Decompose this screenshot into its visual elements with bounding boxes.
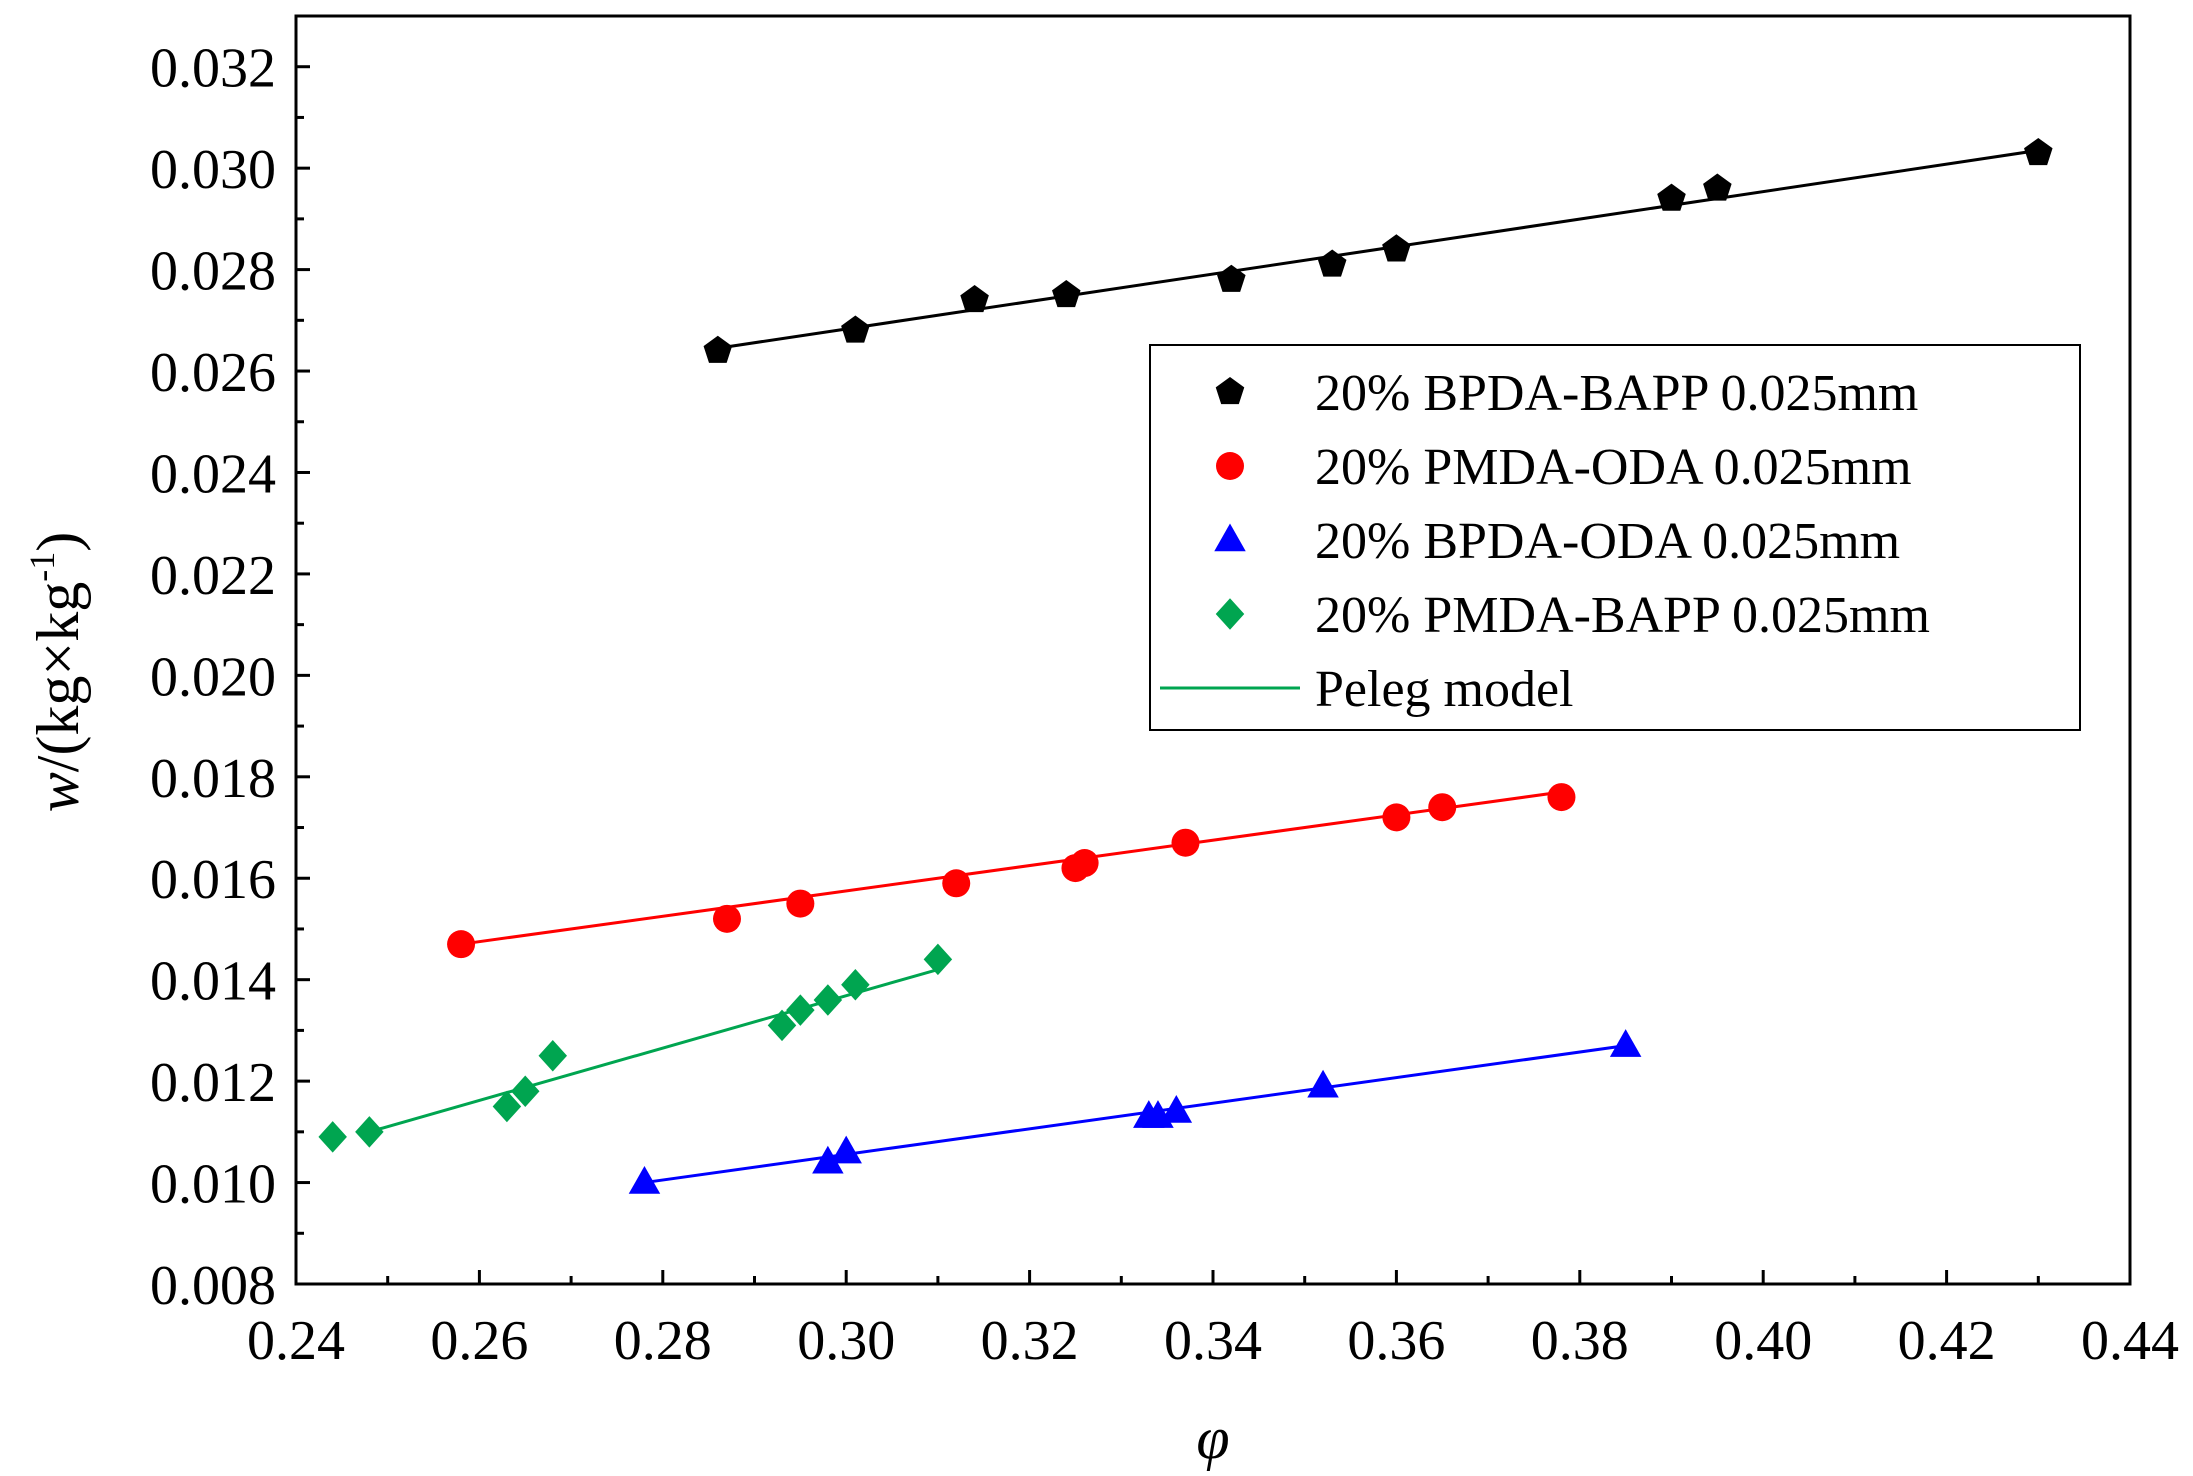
fit-lines: [368, 148, 2039, 1185]
y-tick-label: 0.012: [150, 1052, 276, 1114]
y-tick-label: 0.030: [150, 139, 276, 201]
legend-frame: [1149, 344, 2081, 731]
y-axis-units: /(kg×kg: [25, 582, 91, 773]
legend-marker-20-pmda-oda-0-025mm: [1216, 452, 1244, 480]
y-tick-label: 0.024: [150, 443, 276, 505]
x-tick-label: 0.44: [2081, 1310, 2179, 1372]
fit-line-20-bpda-oda-0-025mm: [644, 1044, 1626, 1185]
legend-label-model: Peleg model: [1315, 661, 1574, 718]
legend-label: 20% BPDA-ODA 0.025mm: [1315, 513, 1900, 570]
x-tick-label: 0.34: [1164, 1310, 1262, 1372]
data-point-20-bpda-bapp-0-025mm: [1317, 249, 1347, 277]
data-point-20-pmda-oda-0-025mm: [1428, 793, 1457, 822]
data-point-20-pmda-bapp-0-025mm: [923, 943, 953, 976]
legend-marker-20-bpda-oda-0-025mm: [1214, 523, 1246, 552]
legend: 20% BPDA-BAPP 0.025mm 20% PMDA-ODA 0.025m…: [1149, 344, 2081, 731]
data-point-20-bpda-bapp-0-025mm: [703, 335, 733, 363]
fit-line-20-pmda-bapp-0-025mm: [368, 968, 939, 1134]
data-point-20-bpda-bapp-0-025mm: [1217, 264, 1246, 292]
data-point-20-bpda-bapp-0-025mm: [1052, 279, 1081, 308]
data-point-20-pmda-bapp-0-025mm: [813, 984, 843, 1016]
data-point-20-pmda-oda-0-025mm: [1547, 783, 1576, 812]
data-point-20-pmda-oda-0-025mm: [712, 904, 741, 933]
data-point-20-pmda-oda-0-025mm: [942, 869, 971, 898]
data-point-20-pmda-oda-0-025mm: [1070, 849, 1099, 878]
y-tick-label: 0.022: [150, 545, 276, 607]
data-point-20-bpda-oda-0-025mm: [830, 1135, 862, 1164]
y-tick-label: 0.020: [150, 646, 276, 708]
y-tick-label: 0.014: [150, 951, 276, 1013]
y-tick-label: 0.032: [150, 38, 276, 100]
data-point-20-pmda-oda-0-025mm: [447, 930, 476, 959]
data-point-20-bpda-bapp-0-025mm: [2024, 137, 2053, 166]
data-point-20-pmda-bapp-0-025mm: [538, 1040, 568, 1072]
x-tick-label: 0.40: [1714, 1310, 1812, 1372]
y-tick-label: 0.028: [150, 241, 276, 303]
data-point-20-bpda-bapp-0-025mm: [841, 315, 870, 343]
y-tick-label: 0.026: [150, 342, 276, 404]
y-axis-title: w/(kg×kg-1): [22, 532, 91, 813]
data-markers: [318, 137, 2053, 1194]
x-tick-label: 0.30: [797, 1310, 895, 1372]
legend-marker-20-bpda-bapp-0-025mm: [1215, 377, 1245, 405]
y-axis: 0.008 0.010 0.012 0.014 0.016 0.018 0.020 0.022…: [150, 38, 310, 1317]
data-point-20-bpda-oda-0-025mm: [1160, 1095, 1193, 1123]
y-axis-close: ): [25, 532, 91, 552]
y-axis-exponent: -1: [22, 552, 62, 582]
y-axis-variable: w: [25, 772, 91, 812]
x-axis-title: φ: [1196, 1405, 1229, 1471]
x-axis: 0.24 0.26 0.28 0.30 0.32 0.34 0.36 0.38 0.40 0.42…: [247, 1270, 2179, 1372]
data-point-20-pmda-oda-0-025mm: [786, 889, 815, 918]
data-point-20-pmda-oda-0-025mm: [1382, 803, 1411, 832]
fit-line-20-pmda-oda-0-025mm: [460, 790, 1562, 946]
x-tick-label: 0.36: [1347, 1310, 1445, 1372]
data-point-20-bpda-oda-0-025mm: [1307, 1069, 1339, 1098]
legend-label: 20% PMDA-BAPP 0.025mm: [1315, 587, 1930, 644]
legend-marker-20-pmda-bapp-0-025mm: [1215, 598, 1245, 630]
data-point-20-bpda-oda-0-025mm: [628, 1166, 661, 1194]
data-point-20-pmda-bapp-0-025mm: [767, 1009, 797, 1042]
data-point-20-bpda-bapp-0-025mm: [1703, 173, 1732, 201]
data-point-20-pmda-bapp-0-025mm: [786, 994, 815, 1026]
data-point-20-pmda-bapp-0-025mm: [355, 1116, 384, 1148]
legend-label: 20% BPDA-BAPP 0.025mm: [1315, 365, 1918, 422]
x-tick-label: 0.24: [247, 1310, 345, 1372]
data-point-20-bpda-bapp-0-025mm: [1382, 234, 1411, 262]
data-point-20-pmda-bapp-0-025mm: [841, 969, 870, 1001]
y-tick-label: 0.008: [150, 1255, 276, 1317]
y-tick-label: 0.010: [150, 1154, 276, 1216]
y-tick-label: 0.016: [150, 849, 276, 911]
legend-label: 20% PMDA-ODA 0.025mm: [1315, 439, 1912, 496]
data-point-20-bpda-oda-0-025mm: [1609, 1029, 1642, 1057]
data-point-20-bpda-bapp-0-025mm: [960, 285, 989, 313]
x-tick-label: 0.38: [1531, 1310, 1629, 1372]
x-tick-label: 0.28: [614, 1310, 712, 1372]
data-point-20-bpda-oda-0-025mm: [812, 1145, 844, 1174]
y-tick-label: 0.018: [150, 748, 276, 810]
x-tick-label: 0.32: [981, 1310, 1079, 1372]
data-point-20-bpda-bapp-0-025mm: [1657, 183, 1686, 211]
data-point-20-pmda-oda-0-025mm: [1171, 828, 1200, 857]
data-point-20-pmda-bapp-0-025mm: [492, 1090, 522, 1123]
fit-line-20-bpda-bapp-0-025mm: [717, 148, 2039, 350]
x-tick-label: 0.42: [1898, 1310, 1996, 1372]
x-tick-label: 0.26: [430, 1310, 528, 1372]
data-point-20-pmda-bapp-0-025mm: [318, 1121, 347, 1153]
data-point-20-pmda-bapp-0-025mm: [511, 1075, 540, 1108]
